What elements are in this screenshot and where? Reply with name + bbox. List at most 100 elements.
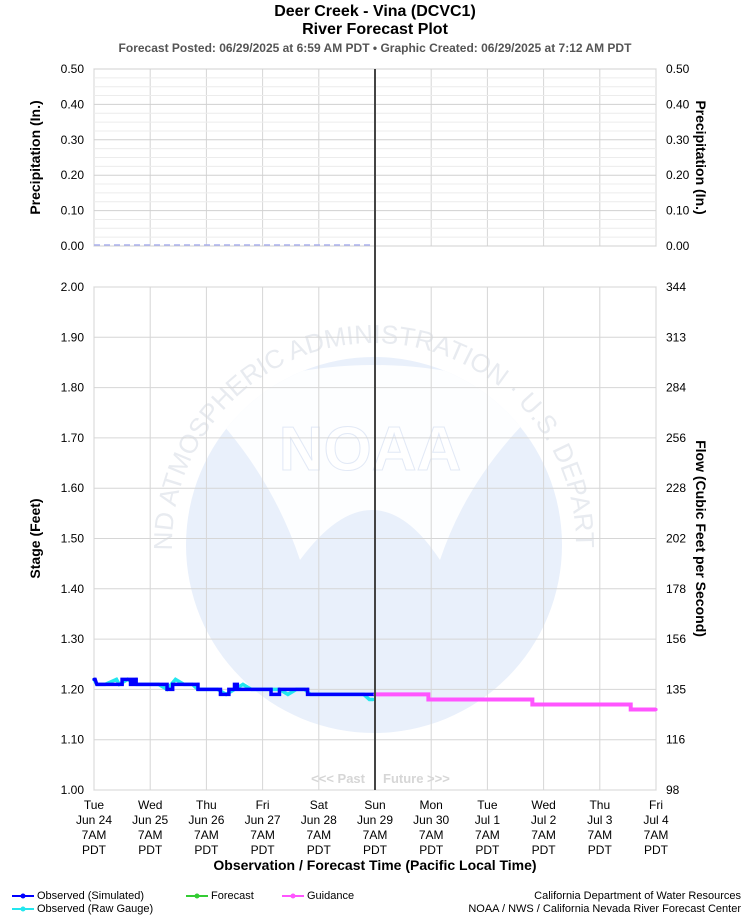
x-tick-line: PDT	[82, 843, 107, 857]
x-tick-line: Fri	[649, 798, 663, 812]
past-label: <<< Past	[311, 771, 366, 786]
precip-ylabel-left: Precipitation (In.)	[27, 100, 43, 214]
river-forecast-plot: NOAA NATIONAL OCEANIC AND ATMOSPHERIC AD…	[0, 0, 709, 873]
precip-ytick-left: 0.10	[61, 204, 85, 218]
stage-ytick-left: 1.90	[61, 330, 85, 344]
future-label: Future >>>	[383, 771, 450, 786]
flow-ytick-right: 98	[666, 783, 680, 797]
flow-ytick-right: 228	[666, 481, 686, 495]
flow-ytick-right: 202	[666, 532, 686, 546]
series-point-observed-simulated	[196, 682, 200, 686]
flow-ylabel-right: Flow (Cubic Feet per Second)	[693, 440, 709, 637]
series-point-observed-simulated	[235, 687, 239, 692]
x-tick-line: Fri	[256, 798, 270, 812]
credits: California Department of Water Resources…	[468, 890, 741, 916]
x-tick-line: Jun 24	[76, 813, 112, 827]
x-tick-label: Thu Jul 3 7AM PDT	[587, 798, 613, 857]
x-tick-line: PDT	[194, 843, 219, 857]
chart-subtitle: River Forecast Plot	[302, 21, 448, 38]
legend-marker-guidance	[282, 893, 304, 899]
x-tick-line: 7AM	[250, 828, 275, 842]
x-tick-line: Sun	[364, 798, 385, 812]
x-tick-line: 7AM	[531, 828, 556, 842]
stage-ytick-left: 1.60	[61, 481, 85, 495]
x-tick-line: Tue	[477, 798, 498, 812]
x-tick-line: PDT	[307, 843, 332, 857]
series-point-observed-simulated	[92, 677, 96, 681]
x-tick-line: Jun 25	[132, 813, 168, 827]
x-tick-line: Jul 2	[531, 813, 557, 827]
watermark-noaa-logo: NOAA	[279, 415, 462, 484]
precip-ylabel-right: Precipitation (In.)	[693, 100, 709, 214]
x-tick-line: PDT	[644, 843, 669, 857]
flow-ytick-right: 256	[666, 431, 686, 445]
stage-ytick-left: 1.30	[61, 632, 85, 646]
flow-ytick-right: 313	[666, 330, 686, 344]
x-tick-line: 7AM	[363, 828, 388, 842]
x-tick-label: Tue Jun 24 7AM PDT	[76, 798, 112, 857]
legend-label-observed-simulated: Observed (Simulated)	[37, 890, 144, 902]
x-tick-line: Sat	[310, 798, 329, 812]
flow-ytick-right: 116	[666, 733, 685, 747]
x-tick-label: Sat Jun 28 7AM PDT	[301, 798, 337, 857]
series-point-guidance	[629, 707, 633, 712]
flow-ytick-right: 135	[666, 682, 686, 696]
x-tick-label: Mon Jun 30 7AM PDT	[413, 798, 449, 857]
series-point-observed-simulated	[128, 682, 133, 686]
series-point-guidance	[530, 697, 534, 702]
precip-ytick-right: 0.10	[666, 204, 690, 218]
x-tick-line: PDT	[532, 843, 557, 857]
posted-created-line: Forecast Posted: 06/29/2025 at 6:59 AM P…	[0, 41, 750, 55]
stage-ytick-left: 2.00	[61, 280, 85, 294]
x-tick-line: Jun 26	[188, 813, 224, 827]
legend-label-observed-raw: Observed (Raw Gauge)	[37, 903, 154, 915]
x-tick-line: PDT	[588, 843, 613, 857]
x-tick-line: PDT	[475, 843, 500, 857]
series-point-observed-simulated	[269, 687, 273, 692]
x-tick-line: Jul 4	[643, 813, 669, 827]
x-tick-line: 7AM	[138, 828, 163, 842]
x-tick-line: Wed	[531, 798, 555, 812]
x-tick-line: PDT	[251, 843, 276, 857]
x-tick-label: Fri Jul 4 7AM PDT	[643, 798, 669, 857]
series-point-observed-simulated	[218, 692, 223, 697]
x-tick-label: Sun Jun 29 7AM PDT	[357, 798, 393, 857]
series-point-observed-simulated	[232, 687, 237, 692]
x-tick-label: Wed Jun 25 7AM PDT	[132, 798, 168, 857]
precip-ytick-right: 0.00	[666, 239, 690, 253]
x-tick-line: 7AM	[82, 828, 107, 842]
legend-label-guidance: Guidance	[307, 890, 355, 902]
series-line-observed-simulated	[93, 677, 375, 697]
precip-ytick-left: 0.40	[61, 97, 85, 111]
precip-ytick-left: 0.30	[61, 133, 85, 147]
precipitation-panel: 0.00 0.00 0.10 0.10 0.20 0.20 0.30 0.30 0.40 0.40…	[27, 62, 709, 253]
x-tick-line: 7AM	[194, 828, 219, 842]
x-tick-line: 7AM	[306, 828, 331, 842]
x-tick-label: Wed Jul 2 7AM PDT	[531, 798, 557, 857]
precip-ytick-right: 0.50	[666, 62, 690, 76]
series-point-observed-raw-gauge	[241, 682, 245, 686]
precip-ytick-right: 0.30	[666, 133, 690, 147]
graphic-created: Graphic Created: 06/29/2025 at 7:12 AM P…	[380, 41, 632, 55]
x-tick-line: Thu	[589, 798, 610, 812]
legend-label-forecast: Forecast	[211, 890, 254, 902]
flow-ytick-right: 178	[666, 582, 686, 596]
x-tick-line: Jun 28	[301, 813, 337, 827]
precip-ytick-left: 0.50	[61, 62, 85, 76]
legend-forecast: Forecast	[186, 890, 254, 903]
x-tick-line: 7AM	[587, 828, 612, 842]
separator-bullet: •	[372, 41, 378, 55]
series-point-observed-simulated	[165, 687, 169, 692]
x-tick-line: Jun 29	[357, 813, 393, 827]
series-point-observed-simulated	[277, 687, 282, 692]
stage-ytick-left: 1.50	[61, 532, 85, 546]
stage-ytick-left: 1.20	[61, 682, 85, 696]
series-point-guidance	[654, 707, 658, 712]
legend-marker-observed-raw	[12, 906, 34, 912]
x-tick-line: Jul 1	[475, 813, 501, 827]
series-line-guidance	[375, 692, 656, 712]
precip-ytick-left: 0.20	[61, 168, 85, 182]
series-point-observed-simulated	[120, 682, 124, 686]
stage-ytick-left: 1.40	[61, 582, 85, 596]
x-tick-line: Tue	[84, 798, 105, 812]
